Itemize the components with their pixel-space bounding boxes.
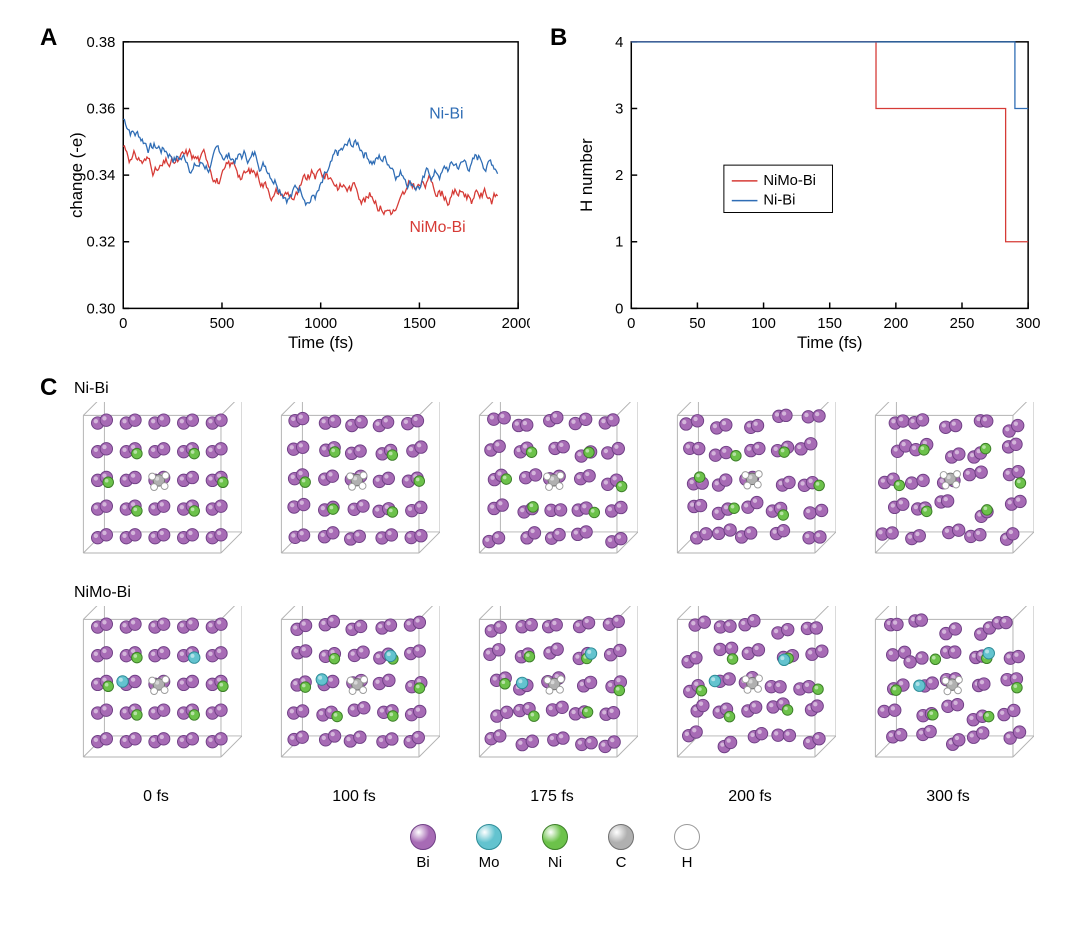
time-label: 175 fs xyxy=(466,788,638,806)
legend-label: C xyxy=(616,854,627,871)
legend-item-c: C xyxy=(608,824,634,871)
svg-text:0: 0 xyxy=(627,316,635,332)
md-snapshot xyxy=(268,402,440,574)
svg-text:4: 4 xyxy=(615,35,623,51)
panel-b-chart: 0 50 100 150 200 250 300 0 1 2 3 4 Time (fs) H number… xyxy=(576,30,1040,356)
legend-label: Mo xyxy=(479,854,500,871)
svg-text:H number: H number xyxy=(577,138,596,212)
bi-atom-icon xyxy=(410,824,436,850)
panel-b-label: B xyxy=(550,24,567,52)
legend-label: Ni xyxy=(548,854,562,871)
svg-text:Ni-Bi: Ni-Bi xyxy=(429,105,463,122)
svg-text:1000: 1000 xyxy=(304,316,337,332)
atom-legend: Bi Mo Ni C H xyxy=(70,824,1040,871)
svg-text:150: 150 xyxy=(817,316,842,332)
row-label-nimobi: NiMo-Bi xyxy=(74,584,1040,602)
time-labels-row: 0 fs 100 fs 175 fs 200 fs 300 fs xyxy=(70,788,1040,806)
h-atom-icon xyxy=(674,824,700,850)
svg-text:300: 300 xyxy=(1016,316,1040,332)
legend-item-bi: Bi xyxy=(410,824,436,871)
svg-text:0.38: 0.38 xyxy=(87,35,116,51)
c-atom-icon xyxy=(608,824,634,850)
svg-text:0.36: 0.36 xyxy=(87,101,116,117)
snapshot-row-nibi xyxy=(70,402,1040,574)
md-snapshot xyxy=(862,606,1034,778)
svg-text:0: 0 xyxy=(615,301,623,317)
svg-text:0.32: 0.32 xyxy=(87,235,116,251)
legend-label: H xyxy=(682,854,693,871)
svg-text:change (-e): change (-e) xyxy=(67,132,86,218)
ni-atom-icon xyxy=(542,824,568,850)
svg-text:2: 2 xyxy=(615,168,623,184)
svg-text:3: 3 xyxy=(615,101,623,117)
md-snapshot xyxy=(664,606,836,778)
snapshot-row-nimobi xyxy=(70,606,1040,778)
svg-text:NiMo-Bi: NiMo-Bi xyxy=(410,219,466,236)
legend-item-ni: Ni xyxy=(542,824,568,871)
svg-text:200: 200 xyxy=(884,316,909,332)
panel-a-label: A xyxy=(40,24,57,52)
mo-atom-icon xyxy=(476,824,502,850)
svg-text:500: 500 xyxy=(210,316,235,332)
md-snapshot xyxy=(862,402,1034,574)
row-label-nibi: Ni-Bi xyxy=(74,380,1040,398)
panel-a-chart: 0 500 1000 1500 2000 0.30 0.32 0.34 0.36 0.38 Time… xyxy=(66,30,530,356)
svg-text:0: 0 xyxy=(119,316,127,332)
md-snapshot xyxy=(70,606,242,778)
panel-c-label: C xyxy=(40,374,57,402)
svg-text:100: 100 xyxy=(751,316,776,332)
md-snapshot xyxy=(466,606,638,778)
svg-text:NiMo-Bi: NiMo-Bi xyxy=(763,173,816,189)
svg-text:0.30: 0.30 xyxy=(87,301,116,317)
svg-text:250: 250 xyxy=(950,316,975,332)
md-snapshot xyxy=(664,402,836,574)
md-snapshot xyxy=(70,402,242,574)
md-snapshot xyxy=(466,402,638,574)
svg-text:Time (fs): Time (fs) xyxy=(288,333,353,352)
svg-text:1500: 1500 xyxy=(403,316,436,332)
time-label: 100 fs xyxy=(268,788,440,806)
svg-text:2000: 2000 xyxy=(502,316,530,332)
time-label: 300 fs xyxy=(862,788,1034,806)
legend-label: Bi xyxy=(416,854,429,871)
svg-text:Ni-Bi: Ni-Bi xyxy=(763,193,795,209)
svg-text:1: 1 xyxy=(615,235,623,251)
svg-text:50: 50 xyxy=(689,316,705,332)
time-label: 200 fs xyxy=(664,788,836,806)
legend-item-mo: Mo xyxy=(476,824,502,871)
svg-text:Time (fs): Time (fs) xyxy=(797,333,863,352)
svg-text:0.34: 0.34 xyxy=(87,168,116,184)
legend-item-h: H xyxy=(674,824,700,871)
time-label: 0 fs xyxy=(70,788,242,806)
md-snapshot xyxy=(268,606,440,778)
